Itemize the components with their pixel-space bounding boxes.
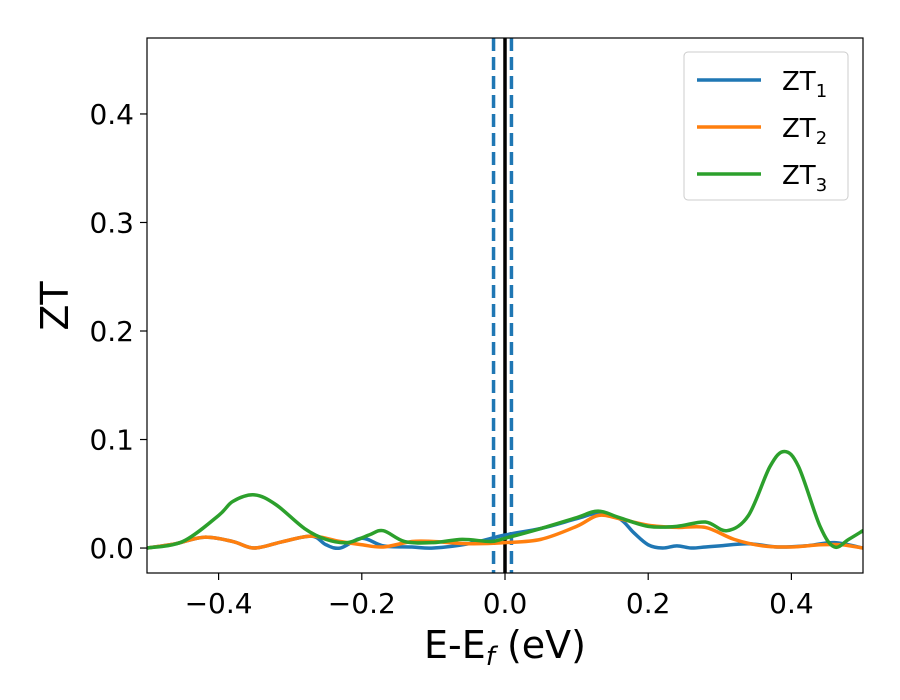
x-axis: −0.4 −0.2 0.0 0.2 0.4 [185, 573, 814, 620]
legend-entries: ZT1 ZT2 ZT3 [697, 67, 827, 196]
x-tick-label: 0.4 [769, 587, 814, 620]
legend-label-zt3: ZT3 [782, 161, 827, 196]
x-tick-label: 0.0 [483, 587, 528, 620]
legend: ZT1 ZT2 ZT3 [683, 51, 849, 201]
series-line-zt3 [147, 449, 863, 550]
legend-label-zt2: ZT2 [782, 114, 827, 149]
x-tick-label: 0.2 [626, 587, 671, 620]
x-tick-label: −0.4 [185, 587, 253, 620]
y-axis: 0.0 0.1 0.2 0.3 0.4 [89, 98, 147, 565]
legend-label-zt1: ZT1 [782, 67, 827, 102]
x-axis-label: E-Ef (eV) [424, 623, 586, 672]
legend-frame [683, 51, 849, 201]
x-axis-label-unit: (eV) [495, 623, 586, 667]
y-tick-label: 0.2 [89, 315, 134, 348]
y-axis-label: ZT [33, 281, 77, 331]
series-layer [147, 449, 863, 551]
x-tick-label: −0.2 [328, 587, 396, 620]
y-tick-label: 0.1 [89, 424, 134, 457]
x-axis-label-main: E-E [424, 623, 486, 667]
series-line-zt2 [147, 513, 863, 550]
y-tick-label: 0.4 [89, 98, 134, 131]
reference-lines [491, 38, 514, 573]
y-tick-label: 0.0 [89, 532, 134, 565]
y-tick-label: 0.3 [89, 206, 134, 239]
